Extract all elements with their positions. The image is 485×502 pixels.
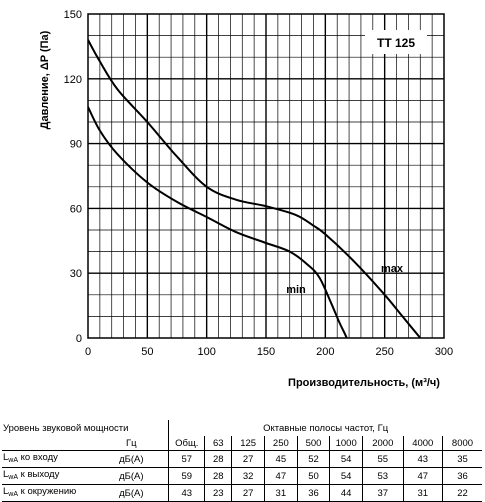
- x-tick-label: 50: [141, 346, 153, 358]
- row-unit: дБ(A): [94, 467, 169, 485]
- x-tick-label: 300: [435, 346, 453, 358]
- table-cell: 28: [204, 467, 232, 485]
- table-cell: 53: [362, 467, 404, 485]
- table-cell: 32: [231, 467, 265, 485]
- column-header: 125: [231, 436, 265, 451]
- row-label: LwA ко входу: [2, 450, 95, 468]
- y-tick-label: 90: [70, 139, 82, 151]
- table-cell: 36: [441, 467, 482, 485]
- table-header-row: Гц Общ. 63 125 250 500 1000 2000 4000 80…: [2, 436, 482, 451]
- table-cell: 50: [296, 467, 330, 485]
- chart-curves: [88, 39, 422, 338]
- column-header: 250: [264, 436, 298, 451]
- y-tick-label: 0: [76, 333, 82, 345]
- table-cell: 44: [329, 484, 363, 502]
- column-header: 63: [204, 436, 232, 451]
- table-cell: 31: [264, 484, 298, 502]
- row-label: LwA к выходу: [2, 467, 95, 485]
- table-cell: 43: [168, 484, 205, 502]
- column-header: Общ.: [168, 436, 205, 451]
- table-cell: 27: [231, 484, 265, 502]
- bands-title: Октавные полосы частот, Гц: [168, 420, 482, 436]
- row-unit: дБ(A): [94, 450, 169, 468]
- table-cell: 43: [402, 450, 443, 468]
- x-tick-label: 100: [197, 346, 215, 358]
- series-line-max: [88, 39, 422, 338]
- table-row: LwA ко входу дБ(A) 57 28 27 45 52 54 55 …: [2, 450, 482, 468]
- table-cell: 59: [168, 467, 205, 485]
- table-row: LwA к выходу дБ(A) 59 28 32 47 50 54 53 …: [2, 467, 482, 485]
- y-tick-label: 150: [64, 9, 82, 21]
- table-cell: 27: [231, 450, 265, 468]
- x-tick-label: 0: [85, 346, 91, 358]
- y-tick-label: 30: [70, 268, 82, 280]
- row-unit: дБ(A): [94, 484, 169, 502]
- table-cell: 57: [168, 450, 205, 468]
- model-label: TT 125: [377, 36, 415, 50]
- table-cell: 23: [204, 484, 232, 502]
- column-header: 8000: [441, 436, 482, 451]
- table-title: Уровень звуковой мощности: [3, 422, 129, 434]
- table-cell: 45: [264, 450, 298, 468]
- table-cell: 36: [296, 484, 330, 502]
- x-tick-label: 200: [316, 346, 334, 358]
- y-tick-label: 60: [70, 203, 82, 215]
- plot-frame: [87, 13, 445, 339]
- chart-grid: [88, 14, 444, 338]
- table-row: LwA к окружению дБ(A) 43 23 27 31 36 44 …: [2, 484, 482, 502]
- series-line-min: [88, 106, 348, 338]
- axis-ticks: 0 50 100 150 200 250 300 0 30 60 90 120 150: [64, 9, 454, 358]
- table-cell: 35: [441, 450, 482, 468]
- table-cell: 22: [441, 484, 482, 502]
- column-header: 2000: [362, 436, 404, 451]
- table-cell: 54: [329, 450, 363, 468]
- table-cell: 55: [362, 450, 404, 468]
- x-tick-label: 250: [375, 346, 393, 358]
- table-cell: 47: [402, 467, 443, 485]
- column-header: 4000: [402, 436, 443, 451]
- row-label: LwA к окружению: [2, 484, 95, 502]
- x-axis-title: Производительность, (м³/ч): [288, 377, 440, 389]
- series-label-min: min: [286, 284, 306, 296]
- unit-header: Гц: [94, 436, 169, 451]
- table-cell: 31: [402, 484, 443, 502]
- column-header: 1000: [329, 436, 363, 451]
- column-header: 500: [296, 436, 330, 451]
- table-cell: 52: [296, 450, 330, 468]
- table-cell: 47: [264, 467, 298, 485]
- table-cell: 28: [204, 450, 232, 468]
- performance-chart: 0 50 100 150 200 250 300 0 30 60 90 120 150 TT 125 m…: [39, 9, 454, 389]
- table-cell: 54: [329, 467, 363, 485]
- sound-power-table: Уровень звуковой мощности Октавные полос…: [2, 420, 482, 502]
- x-tick-label: 150: [257, 346, 275, 358]
- y-tick-label: 120: [64, 74, 82, 86]
- table-cell: 37: [362, 484, 404, 502]
- y-axis-title: Давление, ΔP (Па): [39, 30, 51, 129]
- model-label-box: TT 125: [365, 30, 427, 54]
- series-label-max: max: [381, 263, 404, 275]
